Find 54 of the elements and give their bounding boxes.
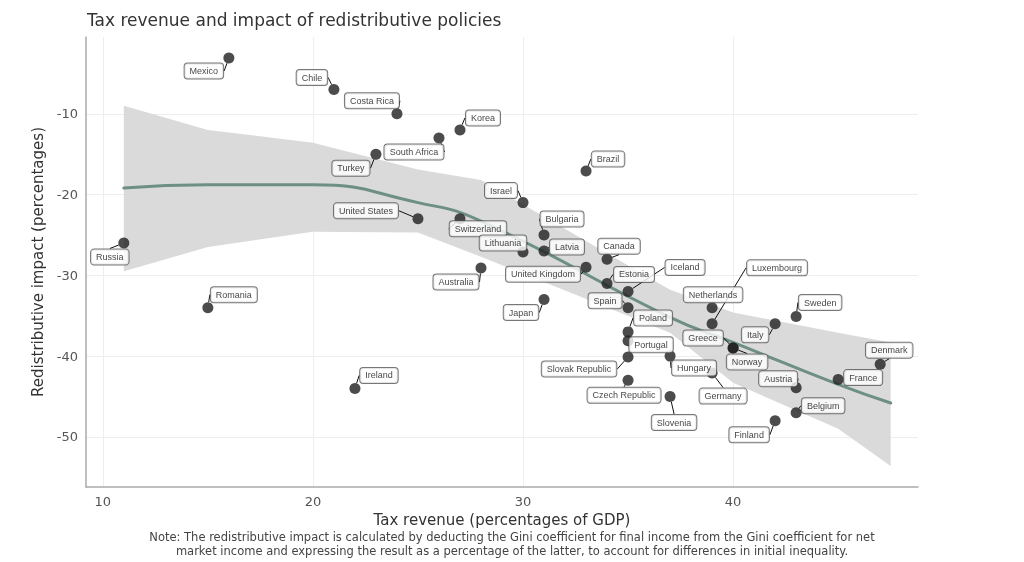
data-label: Mexico <box>189 66 219 77</box>
chart-title: Tax revenue and impact of redistributive policies <box>86 9 502 30</box>
data-label: Iceland <box>670 262 700 273</box>
data-label: France <box>849 372 878 383</box>
data-label: Lithuania <box>484 237 522 248</box>
data-label: Austria <box>764 373 793 384</box>
data-label: Italy <box>746 329 764 340</box>
data-label: United States <box>338 205 394 216</box>
data-label: Slovak Republic <box>546 363 612 374</box>
x-tick-label: 20 <box>304 494 322 509</box>
data-label: Czech Republic <box>592 390 657 401</box>
x-tick-label: 30 <box>514 494 532 509</box>
data-label: Latvia <box>555 242 580 253</box>
data-label: Norway <box>731 357 763 368</box>
data-label: Luxembourg <box>752 262 803 273</box>
data-label: Denmark <box>870 345 908 356</box>
y-tick-label: -40 <box>56 348 78 364</box>
y-axis-title: Redistributive impact (percentages) <box>29 127 48 397</box>
y-tick-label: -30 <box>56 267 78 283</box>
data-label: Greece <box>688 333 718 344</box>
data-label: Australia <box>438 277 474 288</box>
x-tick-label: 40 <box>724 494 742 509</box>
data-label: Switzerland <box>454 223 502 234</box>
data-label: Russia <box>96 252 124 263</box>
data-label: United Kingdom <box>511 269 576 280</box>
data-label: Brazil <box>596 154 620 165</box>
data-label: Portugal <box>634 339 668 350</box>
data-label: Poland <box>639 312 668 323</box>
data-label: Turkey <box>337 163 366 174</box>
y-tick-label: -50 <box>56 429 78 445</box>
data-label: Korea <box>470 112 495 123</box>
data-label: Belgium <box>806 400 840 411</box>
x-axis-title: Tax revenue (percentages of GDP) <box>372 511 631 530</box>
y-tick-label: -20 <box>56 187 78 203</box>
text: Note: The redistributive impact is calculated by deducting the Gini coefficient for final income from the Gini coefficient for net market income and expressing the result as a percentage of the latter, to account for differences in initial inequality. <box>149 530 876 558</box>
data-label: Netherlands <box>688 289 738 300</box>
data-label: Hungary <box>677 363 712 374</box>
data-label: Germany <box>704 391 743 402</box>
data-label: Costa Rica <box>349 95 394 106</box>
data-label: Slovenia <box>656 417 692 428</box>
data-label: Canada <box>603 241 635 252</box>
data-label: Romania <box>215 289 252 300</box>
data-label: Bulgaria <box>545 213 579 224</box>
data-label: Japan <box>508 307 534 318</box>
data-label: Spain <box>593 295 617 306</box>
data-label: Chile <box>301 72 323 83</box>
y-tick-label: -10 <box>56 106 78 122</box>
data-label: Sweden <box>803 297 837 308</box>
data-label: Ireland <box>365 370 393 381</box>
data-label: Israel <box>490 185 513 196</box>
x-tick-label: 10 <box>94 494 112 509</box>
data-label: Estonia <box>619 269 650 280</box>
data-label: Finland <box>734 429 764 440</box>
data-label: South Africa <box>389 146 439 157</box>
